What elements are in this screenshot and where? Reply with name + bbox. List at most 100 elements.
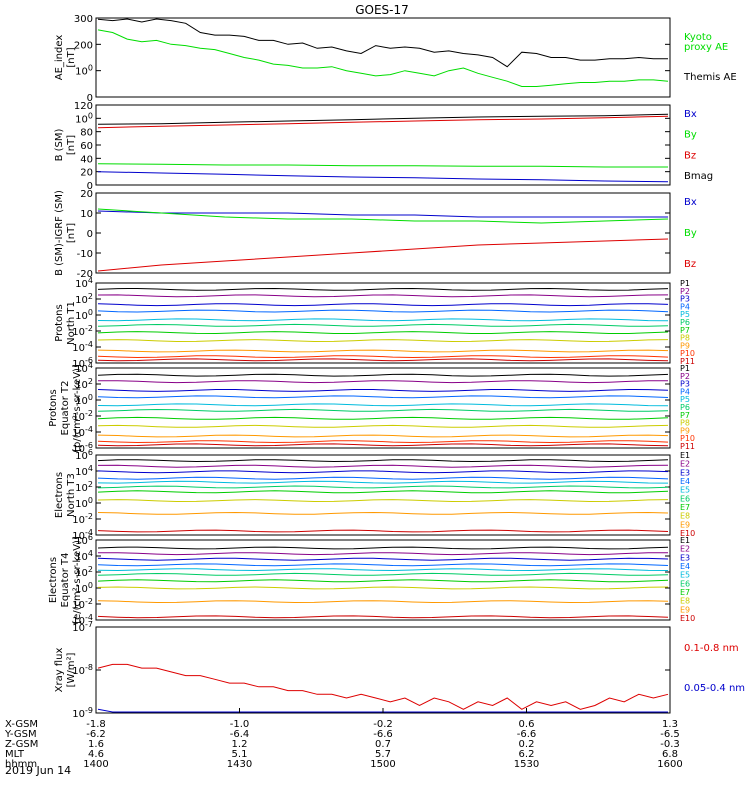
legend-bz: Bz	[684, 150, 696, 161]
x-row-label: Y-GSM	[4, 729, 37, 740]
series-bz	[97, 115, 669, 129]
legend-p1: P1	[680, 279, 690, 288]
y-tick-label: 100	[75, 496, 93, 510]
legend-e7: E7	[680, 503, 690, 512]
y-axis-label: B (SM)-IGRF (SM)	[54, 190, 65, 276]
legend-e6: E6	[680, 494, 690, 503]
series-p9	[97, 349, 669, 353]
legend-p1: P1	[680, 364, 690, 373]
panel-bigrf: -20 -10 0 10 20 B (SM)-IGRF (SM) [nT] Bx By Bz	[54, 189, 697, 280]
series-bx	[97, 171, 669, 183]
legend-e5: E5	[680, 571, 690, 580]
series-e5	[97, 480, 669, 484]
y-tick-label: 100	[75, 64, 93, 78]
series-p3	[97, 388, 669, 392]
series-e2	[97, 464, 669, 468]
series-p9	[97, 434, 669, 438]
x-row-label: X-GSM	[5, 719, 38, 730]
y-tick-label: 80	[80, 128, 93, 139]
y-tick-label: 104	[75, 464, 93, 478]
series-by	[97, 163, 668, 168]
y-axis-label: North T3	[66, 473, 77, 517]
x-row-value: -0.2	[373, 719, 393, 730]
y-tick-label: 100	[75, 111, 93, 125]
legend-e8: E8	[680, 512, 690, 521]
legend-e10: E10	[680, 529, 695, 538]
legend-p10: P10	[680, 434, 695, 443]
y-tick-label: -20	[77, 269, 93, 280]
series-e9	[97, 600, 669, 604]
legend-themis-ae: Themis AE	[683, 72, 737, 83]
series-e3	[97, 557, 669, 561]
series-p4	[97, 309, 669, 313]
panel-frame	[95, 539, 671, 621]
y-axis-label: [W/m²]	[66, 652, 77, 687]
series-0-1-0-8-nm	[97, 663, 669, 710]
legend-e3: E3	[680, 468, 690, 477]
y-axis-label: Protons	[48, 389, 59, 426]
series-p4	[97, 395, 669, 399]
x-row-value: -6.5	[660, 729, 680, 740]
y-tick-label: 100	[75, 308, 93, 322]
legend-p3: P3	[680, 295, 690, 304]
y-axis-label: AE_index	[54, 35, 65, 81]
series-e8	[97, 499, 669, 503]
legend-p9: P9	[680, 341, 690, 350]
x-row-value: 4.6	[88, 749, 104, 760]
y-tick-label: 20	[80, 168, 93, 179]
series-e6	[97, 572, 669, 576]
series-p11	[97, 358, 669, 362]
x-row-value: -6.2	[86, 729, 106, 740]
x-row-label: hhmm	[5, 759, 37, 770]
x-row-value: 5.7	[375, 749, 391, 760]
y-tick-label: 60	[80, 141, 93, 152]
series-bx	[97, 210, 668, 218]
x-row-value: 1400	[83, 759, 108, 770]
legend-e4: E4	[680, 477, 690, 486]
series-e4	[97, 563, 669, 567]
series-p6	[97, 408, 669, 412]
legend-p3: P3	[680, 380, 690, 389]
x-row-value: 1500	[370, 759, 395, 770]
series-p7	[97, 416, 669, 420]
x-row-value: 1600	[657, 759, 682, 770]
series-p10	[97, 355, 669, 359]
y-tick-label: 200	[74, 40, 93, 51]
x-row-value: -1.8	[86, 719, 106, 730]
y-tick-label: 102	[75, 292, 93, 306]
series-p3	[97, 303, 669, 307]
y-axis-label: Xray flux	[54, 648, 65, 693]
y-tick-label: 20	[80, 189, 93, 200]
legend-e2: E2	[680, 460, 690, 469]
series-p5	[97, 318, 669, 322]
series-e1	[97, 459, 669, 463]
series-p7	[97, 331, 669, 335]
legend-p2: P2	[680, 372, 690, 381]
y-axis-label: B (SM)	[54, 128, 65, 161]
legend-e6: E6	[680, 579, 690, 588]
y-tick-label: 106	[75, 448, 93, 462]
series-p8	[97, 424, 669, 428]
series-e3	[97, 470, 669, 474]
series-e9	[97, 511, 669, 515]
panel-frame	[95, 282, 671, 364]
legend-p2: P2	[680, 287, 690, 296]
y-tick-label: 0	[87, 93, 93, 104]
series-e10	[97, 529, 669, 533]
series-bmag	[97, 113, 669, 125]
x-row-value: -1.0	[230, 719, 250, 730]
x-row-value: 6.2	[519, 749, 535, 760]
y-tick-label: 10	[80, 209, 93, 220]
x-axis-table: X-GSM -1.8 -1.0 -0.2 0.6 1.3 Y-GSM -6.2 -6.4 -6.6…	[4, 708, 683, 770]
series-p11	[97, 443, 669, 447]
legend-proxy-ae: proxy AE	[684, 42, 728, 53]
legend-by: By	[684, 228, 697, 239]
legend-p6: P6	[680, 403, 690, 412]
series-by	[97, 208, 669, 224]
legend-by: By	[684, 130, 697, 141]
